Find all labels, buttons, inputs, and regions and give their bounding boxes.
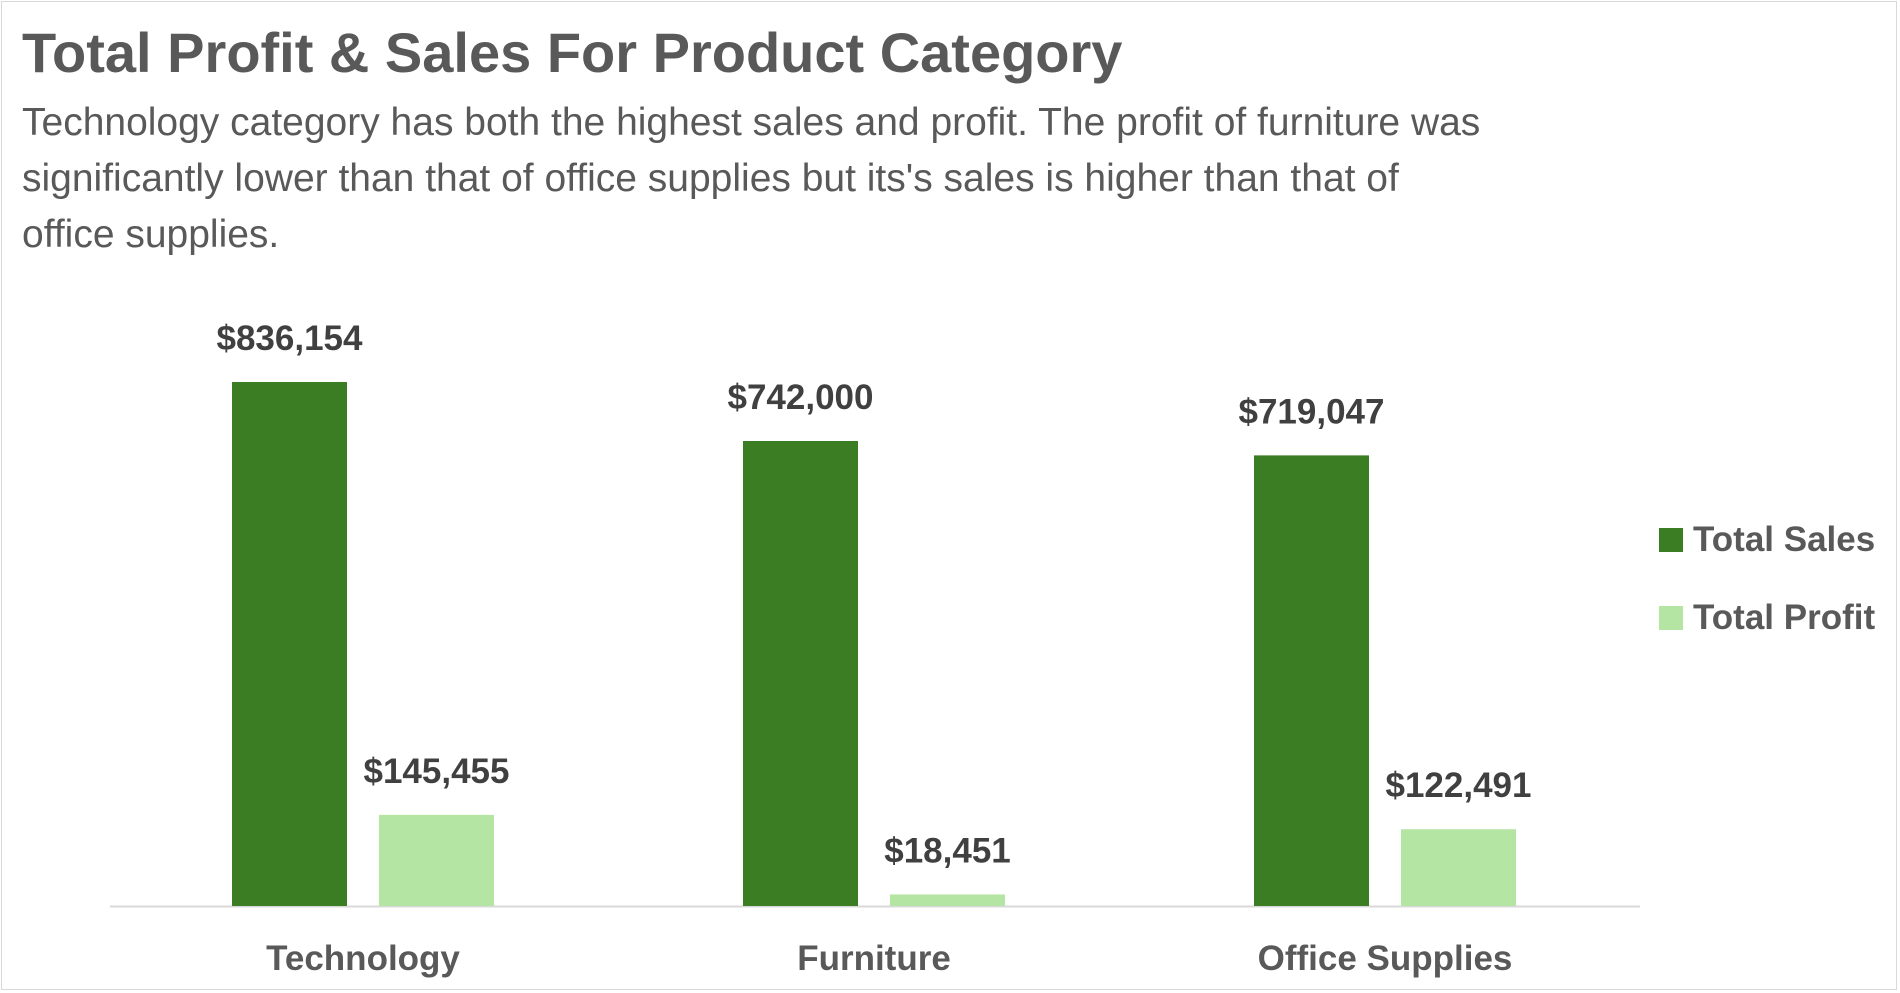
- chart-subtitle: Technology category has both the highest…: [22, 101, 1481, 256]
- x-tick-label-office-supplies: Office Supplies: [1258, 939, 1513, 978]
- x-tick-label-furniture: Furniture: [797, 939, 951, 978]
- x-tick-label-technology: Technology: [266, 939, 460, 978]
- data-label-total-sales-furniture: $742,000: [728, 378, 874, 417]
- bar-total-profit-technology: [379, 814, 494, 906]
- legend-swatch-total-sales: [1659, 528, 1683, 552]
- chart-title: Total Profit & Sales For Product Categor…: [22, 21, 1123, 84]
- bar-total-sales-furniture: [743, 441, 858, 906]
- legend-item-total-profit: Total Profit: [1659, 598, 1875, 638]
- legend-label-total-sales: Total Sales: [1693, 520, 1876, 559]
- legend-item-total-sales: Total Sales: [1659, 520, 1875, 560]
- bar-total-profit-furniture: [890, 894, 1005, 906]
- bar-total-sales-technology: [232, 382, 347, 906]
- data-label-total-sales-technology: $836,154: [217, 319, 364, 358]
- data-label-total-profit-technology: $145,455: [364, 752, 510, 791]
- bar-total-sales-office-supplies: [1254, 455, 1369, 906]
- data-label-total-profit-office-supplies: $122,491: [1386, 766, 1532, 805]
- bar-total-profit-office-supplies: [1401, 829, 1516, 906]
- data-label-total-profit-furniture: $18,451: [884, 831, 1011, 870]
- legend-swatch-total-profit: [1659, 606, 1683, 630]
- chart-legend: Total Sales Total Profit: [1659, 520, 1875, 676]
- data-label-total-sales-office-supplies: $719,047: [1239, 392, 1385, 431]
- legend-label-total-profit: Total Profit: [1693, 598, 1876, 637]
